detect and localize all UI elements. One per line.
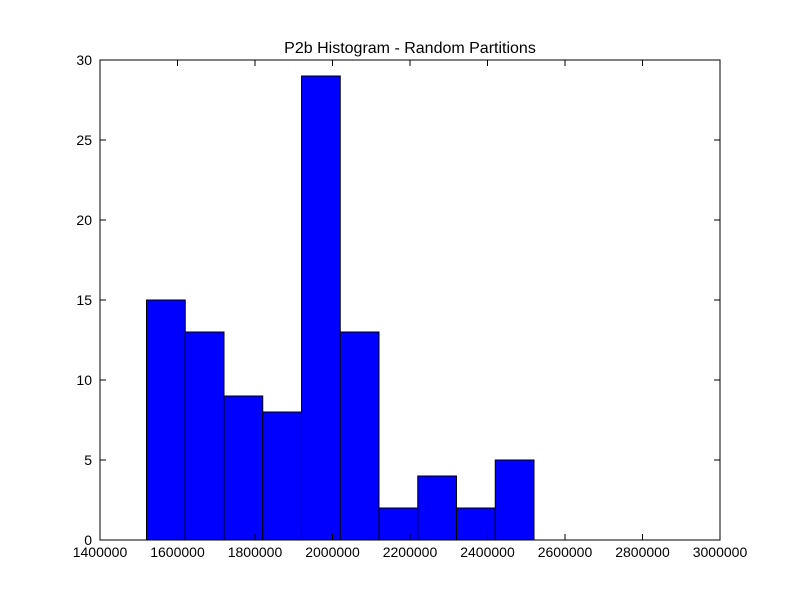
x-tick-label: 2000000: [305, 544, 360, 560]
histogram-bar: [456, 507, 496, 541]
histogram-bar: [146, 299, 186, 541]
y-tick-label: 5: [84, 452, 92, 468]
y-tick-label: 0: [84, 532, 92, 548]
x-tick-label: 3000000: [693, 544, 748, 560]
x-tick-label: 1400000: [73, 544, 128, 560]
histogram-bar: [494, 459, 535, 541]
y-tick-label: 20: [76, 212, 92, 228]
histogram-bar: [378, 507, 419, 541]
chart-title: P2b Histogram - Random Partitions: [284, 40, 536, 57]
y-tick-label: 30: [76, 52, 92, 68]
x-axis: 1400000 1600000 1800000 2000000 2200000 24000…: [73, 60, 748, 560]
x-tick-label: 2400000: [460, 544, 515, 560]
y-tick-label: 10: [76, 372, 92, 388]
x-tick-label: 2600000: [538, 544, 593, 560]
x-tick-label: 1800000: [228, 544, 283, 560]
y-axis: 0 5 10 15 20 25 30: [76, 52, 720, 548]
histogram-bar: [262, 411, 302, 541]
y-tick-label: 15: [76, 292, 92, 308]
histogram-bar: [417, 475, 457, 541]
histogram-bar: [223, 395, 264, 541]
x-tick-label: 2200000: [383, 544, 438, 560]
histogram-bar: [184, 331, 225, 541]
x-tick-label: 1600000: [150, 544, 205, 560]
histogram-bar: [339, 331, 380, 541]
y-tick-label: 25: [76, 132, 92, 148]
histogram-bar: [301, 75, 341, 541]
bars-layer: [146, 75, 535, 541]
x-tick-label: 2800000: [615, 544, 670, 560]
